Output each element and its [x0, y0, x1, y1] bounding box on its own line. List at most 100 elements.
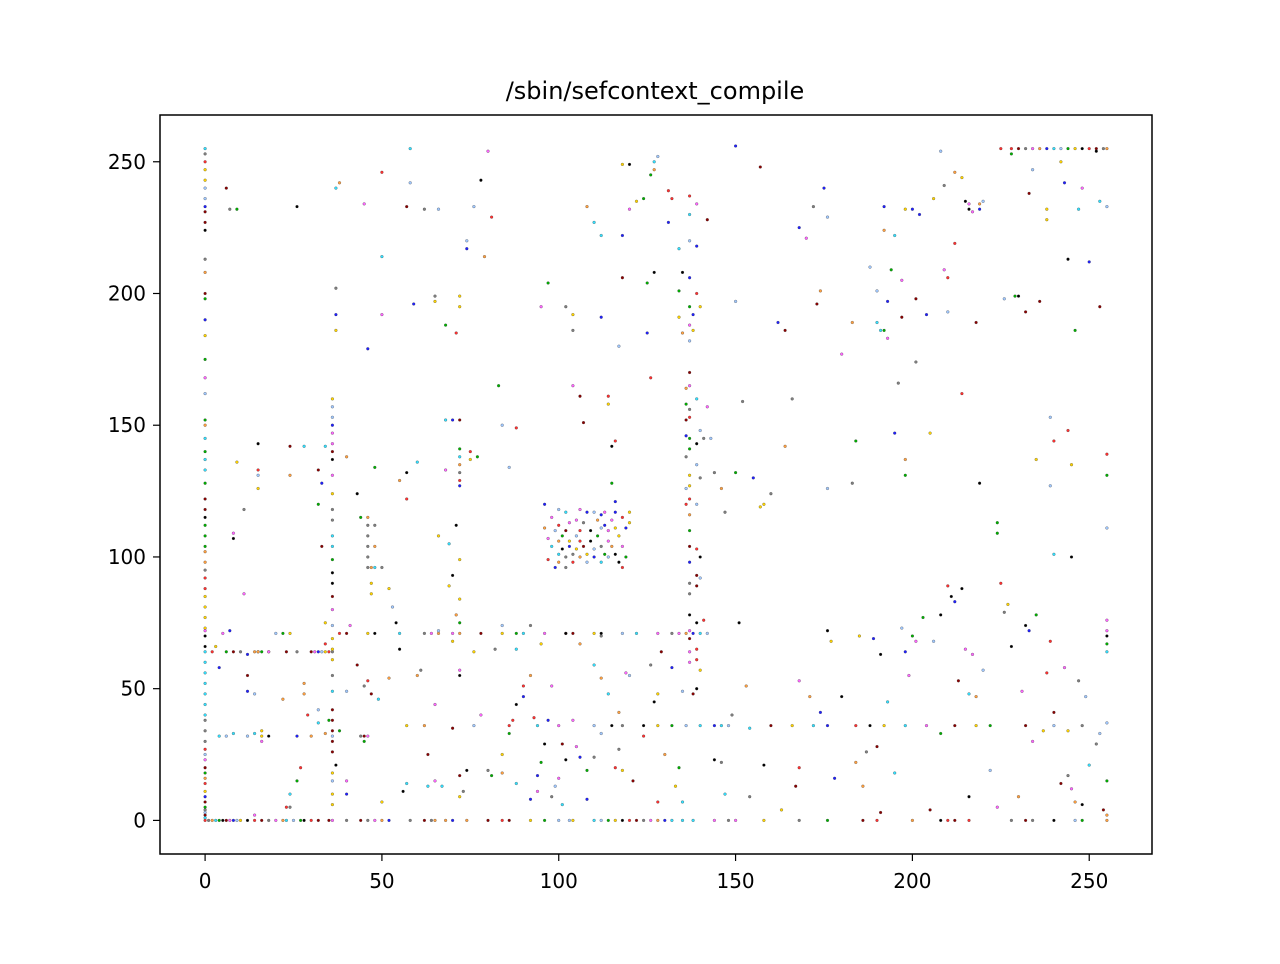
data-point	[585, 797, 589, 801]
data-point	[666, 189, 670, 193]
data-point	[412, 302, 416, 306]
data-point	[977, 207, 982, 211]
data-point	[330, 492, 334, 496]
data-point	[203, 318, 207, 322]
data-point	[620, 515, 624, 519]
x-tick-label: 0	[199, 869, 212, 893]
data-point	[203, 186, 207, 190]
data-point	[550, 684, 554, 688]
data-points	[203, 144, 1109, 822]
data-point	[811, 205, 815, 209]
data-point	[203, 515, 207, 519]
data-point	[893, 431, 897, 435]
data-point	[620, 768, 624, 772]
data-point	[748, 726, 752, 730]
data-point	[426, 784, 430, 788]
data-point	[687, 407, 692, 411]
data-point	[330, 415, 334, 419]
data-point	[684, 631, 688, 635]
data-point	[362, 684, 366, 688]
data-point	[882, 723, 886, 728]
data-point	[917, 212, 922, 217]
data-point	[330, 397, 334, 401]
data-point	[953, 170, 957, 174]
data-point	[815, 302, 819, 306]
data-point	[797, 766, 801, 770]
data-point	[698, 305, 702, 309]
data-point	[903, 207, 907, 211]
data-point	[1105, 634, 1109, 638]
data-point	[281, 818, 285, 822]
data-point	[415, 673, 419, 678]
data-point	[599, 233, 603, 238]
plot-frame	[159, 114, 1153, 855]
data-point	[599, 315, 603, 319]
data-point	[330, 739, 334, 743]
data-point	[444, 468, 448, 472]
data-point	[295, 734, 299, 738]
data-point	[1038, 147, 1042, 151]
data-point	[560, 742, 564, 746]
data-point	[242, 592, 246, 596]
data-point	[444, 323, 448, 327]
data-point	[687, 636, 692, 641]
data-point	[684, 386, 688, 390]
data-point	[482, 255, 487, 259]
data-point	[405, 781, 409, 786]
data-point	[316, 502, 320, 506]
data-point	[490, 773, 494, 778]
data-point	[376, 697, 380, 701]
data-point	[649, 376, 653, 380]
data-point	[458, 631, 462, 635]
data-point	[320, 544, 324, 548]
data-point	[1066, 773, 1070, 778]
data-point	[366, 679, 370, 683]
data-point	[659, 650, 663, 654]
data-point	[458, 773, 462, 778]
data-point	[203, 781, 207, 786]
data-point	[514, 702, 518, 707]
data-point	[323, 650, 327, 654]
data-point	[684, 434, 688, 438]
data-point	[1048, 415, 1052, 419]
data-point	[1059, 160, 1063, 164]
data-point	[914, 297, 918, 301]
data-point	[557, 560, 561, 564]
data-point	[203, 568, 207, 572]
data-point	[444, 818, 448, 822]
data-point	[380, 255, 384, 259]
data-point	[235, 207, 239, 211]
data-point	[850, 320, 854, 325]
data-point	[581, 421, 586, 425]
data-point	[320, 481, 324, 485]
data-point	[571, 313, 575, 317]
data-point	[1098, 305, 1102, 309]
data-point	[677, 289, 681, 293]
data-point	[691, 631, 695, 635]
data-point	[539, 760, 543, 764]
data-point	[514, 781, 518, 786]
data-point	[458, 621, 462, 625]
data-point	[571, 552, 575, 556]
data-point	[620, 723, 624, 728]
data-point	[695, 647, 699, 651]
data-point	[203, 152, 207, 156]
data-point	[1023, 723, 1028, 728]
data-point	[946, 310, 950, 314]
data-point	[330, 647, 334, 651]
data-point	[687, 613, 692, 617]
data-point	[603, 510, 607, 514]
data-point	[592, 631, 596, 635]
data-point	[521, 694, 525, 699]
data-point	[946, 276, 950, 280]
data-point	[546, 718, 550, 722]
data-point	[458, 597, 462, 601]
data-point	[1105, 721, 1109, 725]
data-point	[649, 818, 653, 822]
data-point	[1059, 147, 1063, 151]
data-point	[581, 521, 586, 525]
data-point	[599, 513, 603, 517]
data-point	[429, 818, 433, 822]
data-point	[542, 502, 547, 506]
data-point	[698, 555, 702, 559]
